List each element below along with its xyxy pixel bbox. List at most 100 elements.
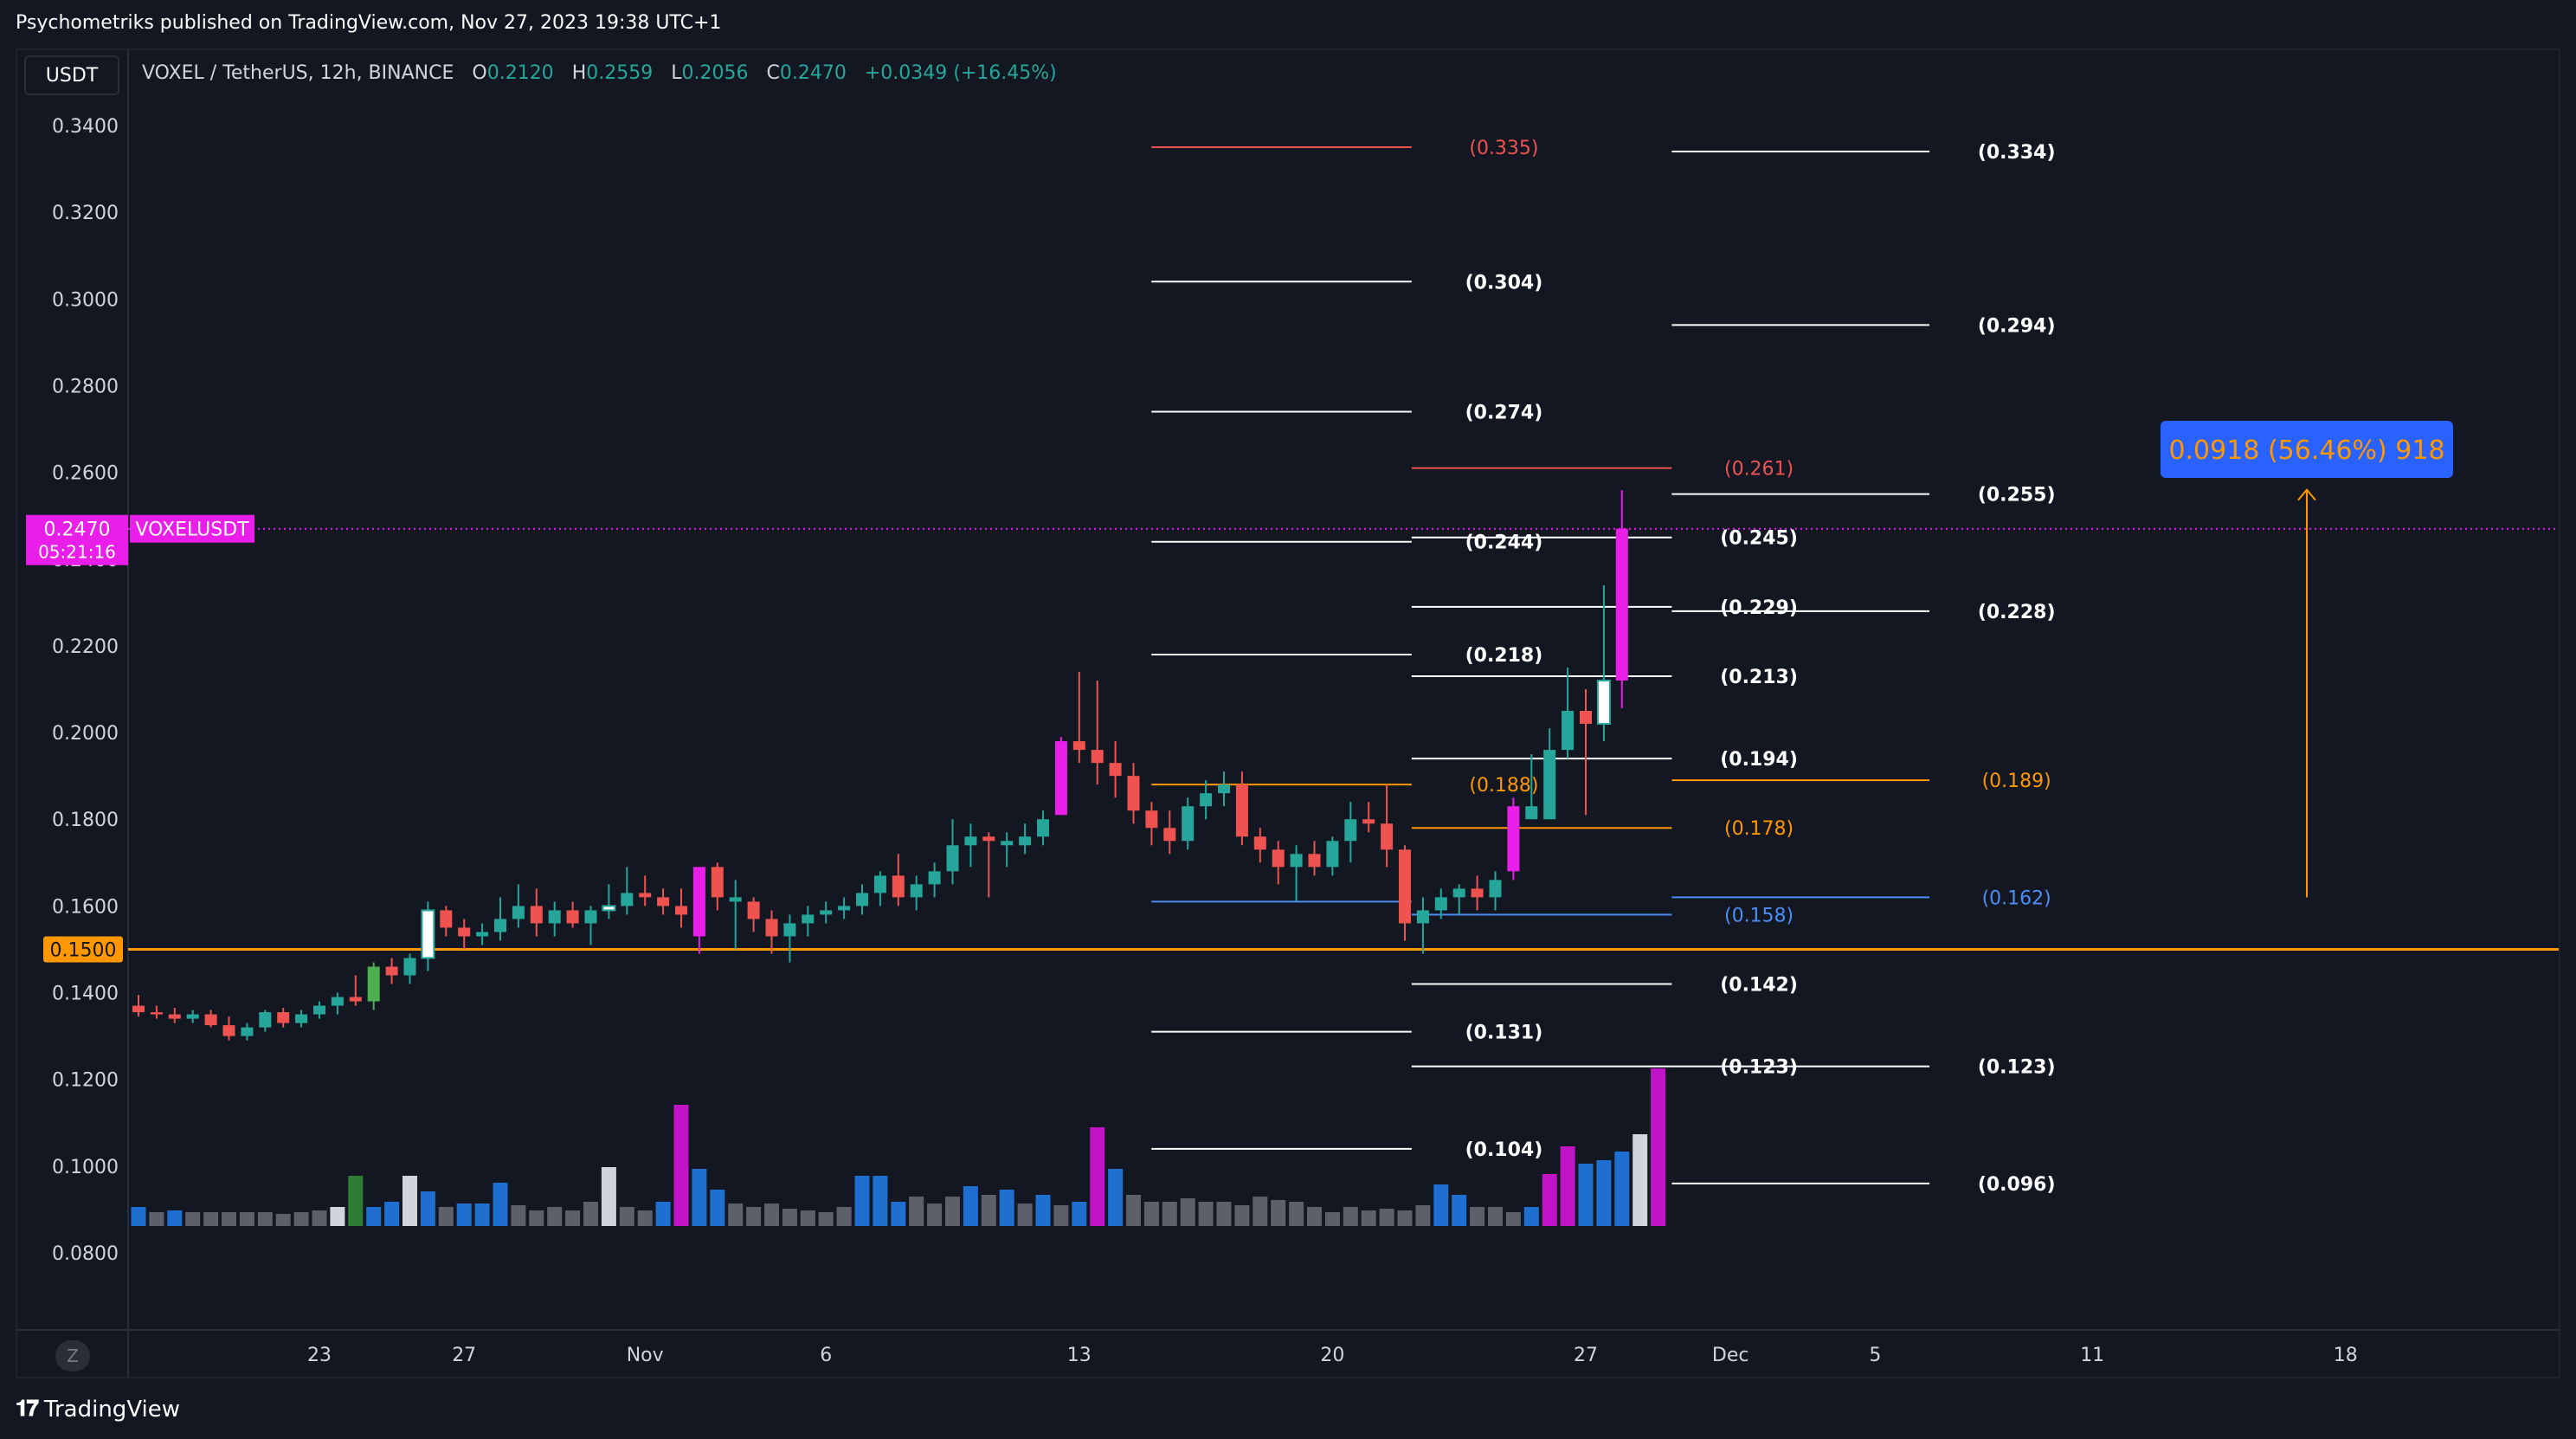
support-price-label: 0.1500: [50, 939, 117, 961]
volume-bar: [1324, 1212, 1340, 1226]
volume-bar: [1596, 1160, 1612, 1226]
candle-body: [1145, 810, 1158, 829]
volume-bar: [384, 1202, 400, 1226]
volume-bar: [1035, 1195, 1051, 1226]
last-price-label: 0.2470: [44, 519, 111, 541]
candle-body: [692, 867, 705, 937]
candle-body: [1471, 888, 1484, 898]
legend-open-value: 0.2120: [486, 62, 554, 84]
candle-body: [1200, 793, 1213, 807]
volume-bar: [1470, 1207, 1485, 1226]
candle-body: [964, 836, 977, 846]
tradingview-logo-icon: 𝟏𝟕: [16, 1396, 39, 1422]
candle-body: [1019, 836, 1032, 846]
candle-body: [820, 910, 833, 915]
volume-bar: [1523, 1207, 1539, 1226]
candle-body: [1543, 750, 1556, 820]
level-label: (0.131): [1465, 1023, 1543, 1044]
candle-body: [1308, 854, 1321, 868]
candle-body: [367, 966, 380, 1002]
candle-body: [928, 871, 941, 885]
candle-body: [421, 909, 435, 959]
volume-bar: [1017, 1203, 1033, 1226]
candle-body: [639, 893, 652, 898]
volume-bar: [1271, 1200, 1286, 1226]
volume-bar: [583, 1202, 598, 1226]
volume-bar: [1343, 1207, 1358, 1226]
timezone-z-button[interactable]: Z: [55, 1340, 90, 1371]
level-label: (0.096): [1978, 1174, 2056, 1196]
candle-body: [1235, 784, 1248, 837]
level-label: (0.123): [1978, 1057, 2056, 1079]
candle-body: [277, 1012, 290, 1023]
volume-bar: [1307, 1207, 1322, 1226]
candle-body: [1001, 841, 1014, 846]
candle-body: [1344, 819, 1357, 842]
volume-bar: [692, 1169, 707, 1226]
volume-bar: [746, 1207, 762, 1226]
candle-body: [1253, 836, 1266, 850]
candle-body: [1399, 849, 1411, 924]
volume-bar: [818, 1212, 834, 1226]
candle-body: [1109, 763, 1122, 777]
chart-frame[interactable]: [16, 48, 2560, 1378]
legend-close-value: 0.2470: [779, 62, 847, 84]
volume-bar: [1289, 1202, 1304, 1226]
volume-bar: [312, 1210, 327, 1226]
volume-bar: [909, 1197, 924, 1226]
volume-bar: [131, 1207, 146, 1226]
candle-body: [802, 914, 815, 924]
candle-body: [241, 1027, 254, 1036]
candle-body: [168, 1014, 181, 1019]
volume-bar: [1162, 1202, 1177, 1226]
volume-bar: [764, 1203, 779, 1226]
legend-close-label: C: [766, 62, 780, 84]
volume-bar: [1452, 1195, 1467, 1226]
tradingview-brand[interactable]: 𝟏𝟕 TradingView: [16, 1396, 180, 1423]
volume-bar: [167, 1210, 183, 1226]
level-label: (0.261): [1724, 459, 1794, 481]
candle-body: [132, 1005, 145, 1013]
volume-bar: [1126, 1195, 1141, 1226]
candle-body: [295, 1014, 308, 1023]
candle-body: [1452, 888, 1465, 898]
candle-body: [1596, 679, 1611, 726]
candle-body: [476, 932, 489, 937]
level-label: (0.213): [1720, 667, 1798, 688]
candle-body: [1362, 819, 1375, 824]
volume-bar: [547, 1207, 563, 1226]
candle-body: [1091, 750, 1104, 764]
candle-body: [530, 906, 543, 924]
volume-bar: [1488, 1207, 1503, 1226]
candle-body: [1037, 819, 1049, 837]
x-tick-label: 23: [307, 1345, 332, 1366]
volume-bar: [1143, 1202, 1159, 1226]
volume-bar: [348, 1176, 364, 1226]
volume-bar: [565, 1210, 581, 1226]
currency-selector[interactable]: USDT: [24, 55, 119, 95]
candle-body: [1381, 823, 1394, 850]
legend-low-value: 0.2056: [681, 62, 749, 84]
candle-body: [982, 836, 995, 842]
volume-bar: [945, 1197, 960, 1226]
y-tick-label: 0.1600: [52, 896, 119, 918]
candle-body: [548, 910, 561, 924]
legend-symbol[interactable]: VOXEL / TetherUS, 12h, BINANCE: [142, 62, 454, 84]
volume-bar: [655, 1202, 671, 1226]
candle-body: [186, 1014, 199, 1019]
level-label: (0.228): [1978, 602, 2056, 623]
candle-body: [1072, 741, 1085, 751]
level-label: (0.229): [1720, 597, 1798, 619]
volume-bar: [637, 1210, 653, 1226]
volume-bar: [619, 1207, 634, 1226]
volume-bar: [203, 1212, 219, 1226]
candle-body: [222, 1025, 235, 1036]
volume-bar: [1361, 1210, 1376, 1226]
countdown-label: 05:21:16: [38, 542, 116, 563]
candle-body: [729, 897, 742, 902]
measure-arrowhead-icon: [2297, 488, 2316, 501]
volume-bar: [1633, 1134, 1648, 1226]
last-price-tag: [26, 514, 128, 565]
y-tick-label: 0.1400: [52, 984, 119, 1005]
